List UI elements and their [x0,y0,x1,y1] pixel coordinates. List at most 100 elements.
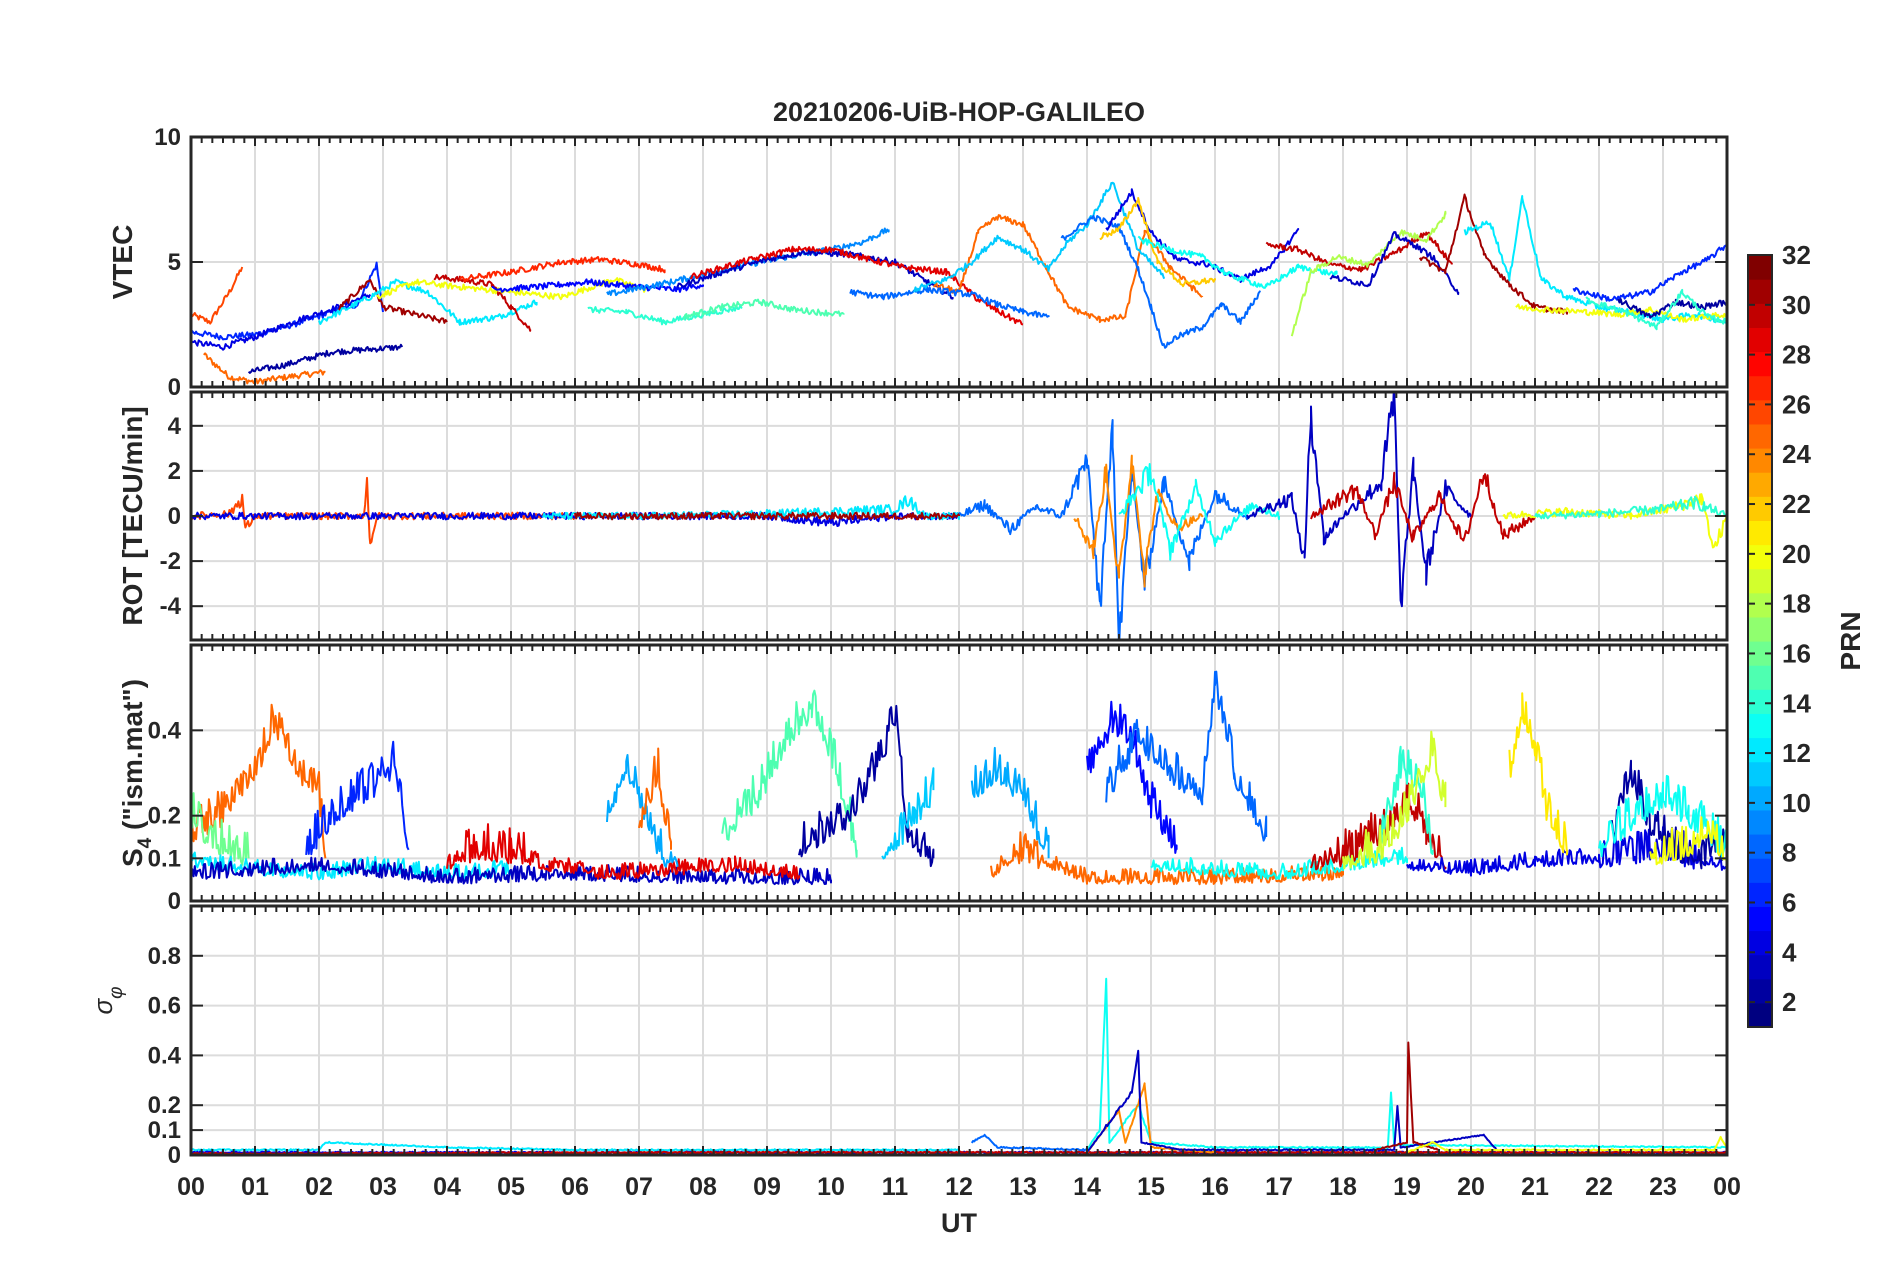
series-line-prn-2 [798,704,935,868]
series-line-prn-13 [1137,235,1338,289]
y-tick-label: 0 [168,888,181,915]
series-line-prn-25 [990,831,1344,886]
series-line-prn-20 [376,277,647,301]
colorbar-frame [1747,254,1773,1028]
x-tick-label: 23 [1649,1173,1677,1201]
series-line-prn-14 [1380,745,1434,855]
series-line-prn-15 [682,298,845,320]
colorbar-segment [1748,544,1772,570]
series-line-prn-3 [1329,231,1460,296]
colorbar-tick-label: 10 [1782,788,1811,818]
series-line-prn-11 [881,767,935,860]
series-line-prn-8 [849,285,1050,318]
colorbar-tick-label: 2 [1782,987,1796,1017]
x-tick-label: 05 [497,1173,525,1201]
colorbar-segment [1748,303,1772,328]
y-tick-label: 0 [168,374,181,401]
x-tick-label: 11 [882,1173,909,1201]
series-line-prn-22 [1099,197,1216,288]
colorbar-tick-label: 20 [1782,539,1811,569]
colorbar-segment [1748,448,1772,473]
x-tick-label: 17 [1265,1173,1293,1201]
x-tick-label: 16 [1201,1173,1229,1201]
panel-s4: 0 0.1 0.2 0.4S4 ("ism.mat") [117,643,1729,915]
series-line-prn-25 [638,747,672,850]
colorbar-segment [1748,737,1772,763]
y-tick-label: 0.8 [148,943,181,970]
colorbar-segment [1748,255,1772,280]
y-tick-label: 0.4 [148,1042,182,1069]
y-tick-label: 4 [168,413,182,440]
y-tick-label: 10 [154,124,181,151]
series-line-prn-3 [1086,1049,1498,1153]
colorbar-segment [1748,954,1772,980]
x-tick-label: 12 [945,1173,973,1201]
chart-title: 20210206-UiB-HOP-GALILEO [773,97,1145,127]
series-line-prn-13 [1118,463,1280,561]
series-line-prn-6 [305,740,410,856]
series-line-prn-4 [1105,188,1300,283]
series-line-prn-10 [970,746,1050,859]
series-line-prn-12 [318,278,538,326]
series-line-prn-11 [913,181,1165,293]
y-tick-label: 5 [168,249,181,276]
series-line-prn-8 [1060,214,1261,349]
colorbar-segment [1748,906,1772,932]
series-line-prn-31 [337,278,448,324]
series-line-prn-30 [1310,778,1447,871]
y-tick-label: 0.2 [148,803,181,830]
colorbar-segment [1748,858,1772,883]
colorbar-segment [1748,616,1772,642]
series-line-prn-14 [587,304,743,326]
y-tick-label: -2 [160,548,181,575]
series-line-prn-30 [1265,231,1453,273]
x-tick-label: 06 [561,1173,589,1201]
colorbar-segment [1748,496,1772,521]
series-line-prn-3 [1246,392,1472,608]
series-line-prn-15 [721,689,858,858]
series-line-prn-31 [1374,1041,1440,1152]
panel-frame [189,904,1729,1157]
colorbar-segment [1748,472,1772,497]
x-tick-label: 20 [1457,1173,1485,1201]
colorbar-tick-label: 12 [1782,738,1811,768]
panel-frame [189,390,1729,642]
y-axis-label-s4: S4 ("ism.mat") [117,679,156,867]
x-tick-label: 02 [305,1173,333,1201]
colorbar-tick-label: 22 [1782,489,1811,519]
series-line-prn-26 [191,266,244,325]
colorbar-segment [1748,520,1772,546]
y-tick-label: 0 [168,1142,181,1169]
series-line-prn-25 [933,214,1204,324]
colorbar-tick-label: 8 [1782,838,1796,868]
colorbar-segment [1748,592,1772,618]
series-line-prn-21 [1508,692,1568,856]
y-tick-label: 0.1 [148,1117,181,1144]
colorbar-label: PRN [1835,611,1866,670]
y-axis-label-vtec: VTEC [107,225,138,300]
series-line-prn-6 [1572,244,1727,302]
colorbar-segment [1748,761,1772,787]
colorbar-segment [1748,689,1772,714]
x-tick-label: 19 [1393,1173,1421,1201]
series-line-prn-8 [1105,670,1268,842]
colorbar-segment [1748,978,1772,1004]
x-tick-label: 01 [241,1173,269,1201]
y-tick-label: 0.1 [148,845,181,872]
series-line-prn-14 [1585,288,1727,331]
colorbar-segment [1748,785,1772,811]
series-line-prn-31 [574,511,960,521]
series-line-prn-2 [247,343,404,374]
panel-frame [189,643,1729,903]
colorbar-segment [1748,665,1772,690]
colorbar-segment [1748,327,1772,353]
colorbar-tick-label: 14 [1782,688,1811,718]
series-line-prn-20 [1649,816,1727,866]
x-tick-label: 03 [369,1173,397,1201]
series-line-prn-8 [970,1133,1088,1152]
colorbar-tick-label: 4 [1782,937,1797,967]
panel-sigma: 00.10.2 0.4 0.6 0.8 σφ [88,904,1729,1169]
series-line-prn-14 [1534,495,1727,520]
y-axis-label-rot: ROT [TECU/min] [117,406,148,625]
